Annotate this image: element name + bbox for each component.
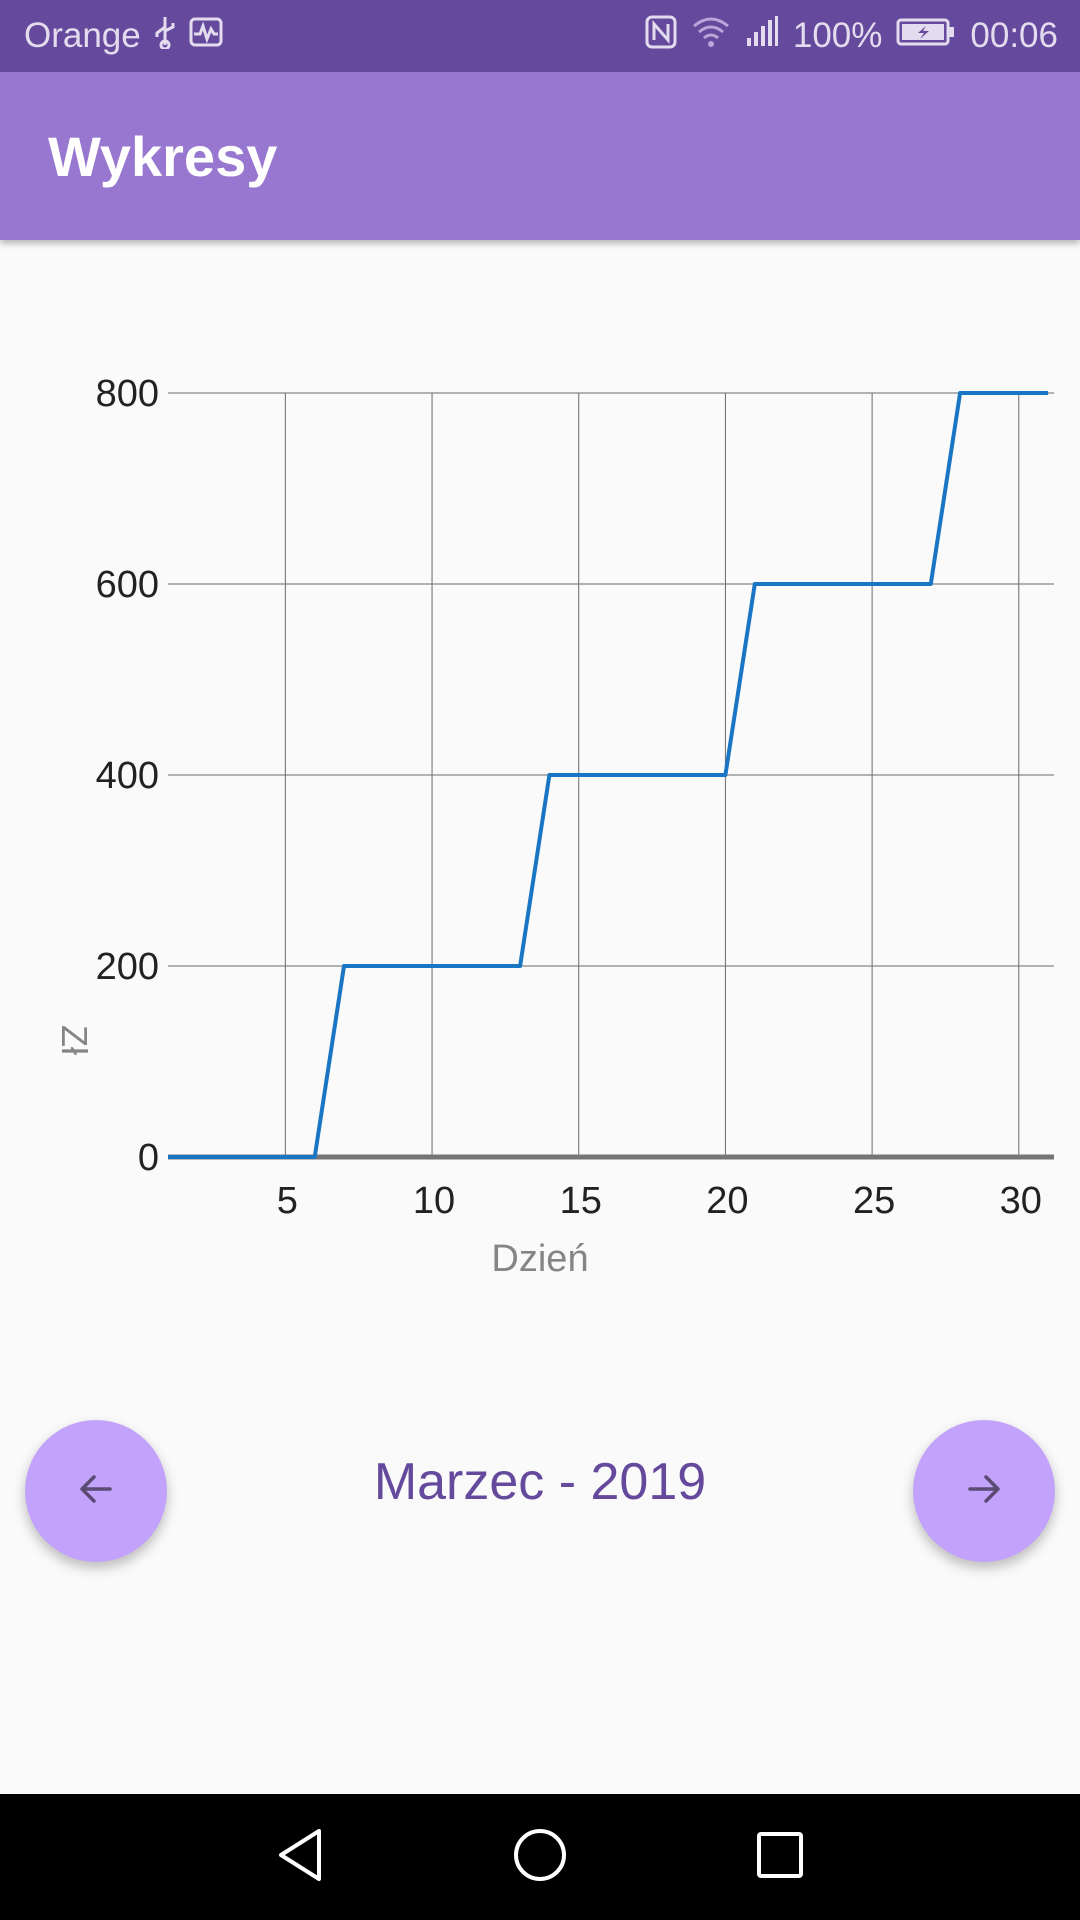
previous-month-button[interactable] xyxy=(25,1420,167,1562)
activity-monitor-icon xyxy=(189,16,223,56)
arrow-left-icon xyxy=(76,1469,116,1514)
y-tick-labels: 0 200 400 600 800 xyxy=(96,373,159,1179)
x-tick-label-0: 5 xyxy=(277,1180,298,1222)
app-bar: Wykresy xyxy=(0,72,1080,240)
clock: 00:06 xyxy=(970,16,1058,55)
signal-icon xyxy=(745,15,779,57)
recents-button[interactable] xyxy=(720,1794,840,1920)
y-tick-label-2: 400 xyxy=(96,755,159,797)
current-period-label: Marzec - 2019 xyxy=(373,1453,707,1511)
y-tick-label-4: 800 xyxy=(96,373,159,415)
home-icon xyxy=(512,1827,568,1888)
battery-percent: 100% xyxy=(792,16,883,55)
carrier-name: Orange xyxy=(24,16,141,55)
x-axis-label: Dzień xyxy=(491,1238,588,1280)
home-button[interactable] xyxy=(480,1794,600,1920)
arrow-right-icon xyxy=(964,1469,1004,1514)
y-tick-label-3: 600 xyxy=(96,564,159,606)
x-tick-label-1: 10 xyxy=(413,1180,455,1222)
app-title: Wykresy xyxy=(48,125,278,188)
recents-icon xyxy=(755,1830,805,1885)
wifi-icon xyxy=(691,16,731,57)
x-tick-label-5: 30 xyxy=(1000,1180,1042,1222)
chart-series xyxy=(167,391,1049,1159)
battery-charging-icon xyxy=(896,16,956,56)
x-tick-label-2: 15 xyxy=(560,1180,602,1222)
x-tick-labels: 5 10 15 20 25 30 xyxy=(277,1180,1042,1222)
usb-icon xyxy=(153,15,177,58)
back-button[interactable] xyxy=(240,1794,360,1920)
system-navigation-bar xyxy=(0,1794,1080,1920)
line-chart: 0 200 400 600 800 5 10 15 20 25 30 Dzień Zł xyxy=(54,373,1054,1280)
y-tick-label-1: 200 xyxy=(96,946,159,988)
next-month-button[interactable] xyxy=(913,1420,1055,1562)
y-axis-label: Zł xyxy=(54,1025,95,1055)
series-line-0 xyxy=(168,391,1049,1159)
nfc-icon xyxy=(645,15,677,58)
x-tick-label-3: 20 xyxy=(706,1180,748,1222)
back-icon xyxy=(275,1827,325,1888)
x-tick-label-4: 25 xyxy=(853,1180,895,1222)
status-bar: Orange 100% 00:06 xyxy=(0,0,1080,72)
y-tick-label-0: 0 xyxy=(138,1137,159,1179)
